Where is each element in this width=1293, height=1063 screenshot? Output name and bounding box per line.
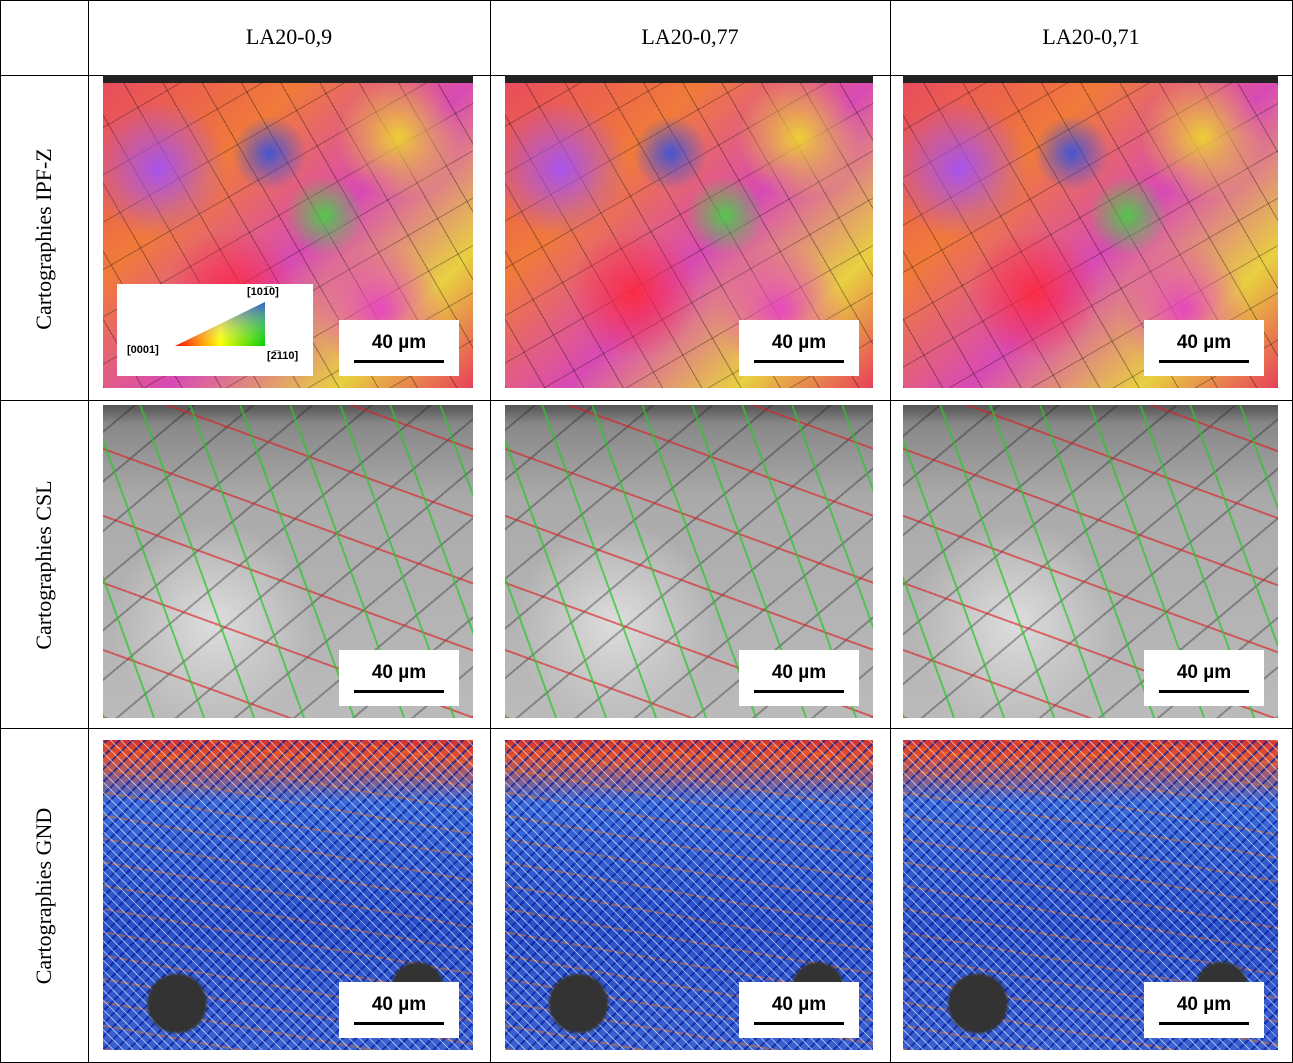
- scale-bar-line: [354, 1022, 444, 1025]
- scale-bar-line: [1159, 1022, 1249, 1025]
- micrograph: 40 µm [0001] [101̅0] [2̅110]: [103, 75, 473, 388]
- micrograph: 40 µm: [903, 75, 1278, 388]
- column-header: LA20-0,77: [641, 24, 739, 49]
- table-border: [0, 0, 1293, 1]
- scale-bar: 40 µm: [739, 320, 859, 376]
- scale-bar: 40 µm: [339, 982, 459, 1038]
- table-border: [88, 0, 89, 1063]
- micrograph: 40 µm: [103, 405, 473, 718]
- scale-bar-line: [1159, 360, 1249, 363]
- legend-label: [2̅110]: [267, 350, 299, 362]
- scale-bar-label: 40 µm: [371, 662, 427, 683]
- ipf-legend: [0001] [101̅0] [2̅110]: [117, 284, 313, 376]
- ipf-triangle: [175, 302, 265, 346]
- scale-bar: 40 µm: [339, 320, 459, 376]
- scale-bar-label: 40 µm: [771, 662, 827, 683]
- micrograph: 40 µm: [903, 405, 1278, 718]
- scale-bar-line: [754, 360, 844, 363]
- micrograph: 40 µm: [903, 740, 1278, 1050]
- micrograph: 40 µm: [505, 405, 873, 718]
- scale-bar: 40 µm: [1144, 320, 1264, 376]
- scale-bar-label: 40 µm: [1176, 332, 1232, 353]
- micrograph: 40 µm: [505, 740, 873, 1050]
- scale-bar: 40 µm: [339, 650, 459, 706]
- scale-bar-line: [1159, 690, 1249, 693]
- scale-bar-line: [754, 1022, 844, 1025]
- table-border: [0, 400, 1293, 401]
- micrograph: 40 µm: [505, 75, 873, 388]
- column-header: LA20-0,71: [1042, 24, 1140, 49]
- scale-bar-label: 40 µm: [771, 994, 827, 1015]
- scale-bar-label: 40 µm: [771, 332, 827, 353]
- table-border: [0, 728, 1293, 729]
- scale-bar: 40 µm: [739, 982, 859, 1038]
- scale-bar-label: 40 µm: [371, 994, 427, 1015]
- scale-bar: 40 µm: [1144, 982, 1264, 1038]
- table-border: [0, 0, 1, 1063]
- scale-bar-line: [754, 690, 844, 693]
- column-header: LA20-0,9: [245, 24, 333, 49]
- table-border: [890, 0, 891, 1063]
- scale-bar-label: 40 µm: [1176, 994, 1232, 1015]
- row-label: Cartographies GND: [31, 807, 56, 985]
- row-label: Cartographies IPF-Z: [31, 147, 56, 330]
- table-border: [490, 0, 491, 1063]
- scale-bar: 40 µm: [1144, 650, 1264, 706]
- scale-bar-label: 40 µm: [1176, 662, 1232, 683]
- scale-bar-label: 40 µm: [371, 332, 427, 353]
- scale-bar-line: [354, 690, 444, 693]
- micrograph: 40 µm: [103, 740, 473, 1050]
- legend-label: [101̅0]: [247, 286, 279, 298]
- row-label: Cartographies CSL: [31, 480, 56, 650]
- legend-label: [0001]: [127, 344, 159, 356]
- scale-bar-line: [354, 360, 444, 363]
- scale-bar: 40 µm: [739, 650, 859, 706]
